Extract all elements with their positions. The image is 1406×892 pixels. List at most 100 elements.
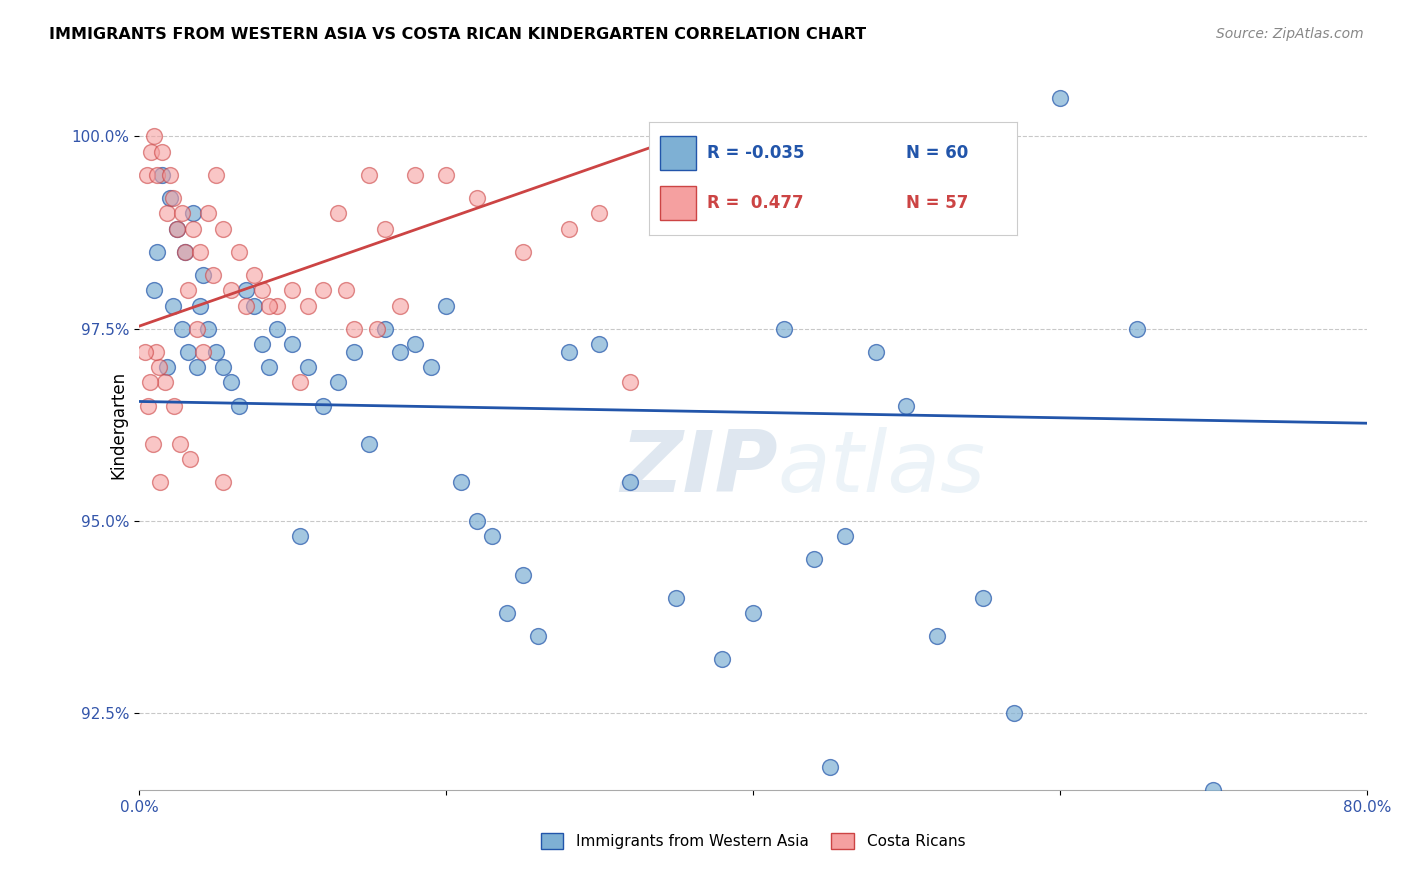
Point xyxy=(465,514,488,528)
Point xyxy=(228,244,250,259)
Point xyxy=(281,283,304,297)
Point xyxy=(235,283,257,297)
Point xyxy=(193,268,215,282)
Point xyxy=(512,567,534,582)
Point xyxy=(328,376,350,390)
Point xyxy=(266,321,288,335)
Point xyxy=(619,376,641,390)
Point xyxy=(141,145,163,159)
Point xyxy=(1049,91,1071,105)
Point xyxy=(465,191,488,205)
Point xyxy=(434,168,457,182)
Point xyxy=(149,475,172,490)
Point xyxy=(204,344,226,359)
Point xyxy=(170,206,193,220)
Y-axis label: Kindergarten: Kindergarten xyxy=(110,371,128,479)
Point xyxy=(243,268,266,282)
Point xyxy=(186,360,208,375)
Point xyxy=(388,299,411,313)
Point xyxy=(197,206,219,220)
Point xyxy=(343,344,366,359)
Point xyxy=(1002,706,1025,720)
Point xyxy=(312,399,335,413)
Point xyxy=(250,337,273,351)
Point xyxy=(219,376,242,390)
Point xyxy=(159,168,181,182)
Point xyxy=(665,591,688,605)
Point xyxy=(181,221,204,235)
Point xyxy=(1202,782,1225,797)
Point xyxy=(181,206,204,220)
Point xyxy=(925,629,948,643)
Point xyxy=(142,437,165,451)
Point xyxy=(146,168,169,182)
Point xyxy=(359,168,381,182)
Point xyxy=(166,221,188,235)
Legend: Immigrants from Western Asia, Costa Ricans: Immigrants from Western Asia, Costa Rica… xyxy=(534,827,972,855)
Point xyxy=(159,191,181,205)
Point xyxy=(177,283,200,297)
Point xyxy=(335,283,357,297)
Point xyxy=(259,299,281,313)
Point xyxy=(228,399,250,413)
Point xyxy=(145,344,167,359)
Point xyxy=(188,299,211,313)
Point xyxy=(366,321,388,335)
Point xyxy=(288,529,311,543)
Point xyxy=(772,321,794,335)
Point xyxy=(162,191,184,205)
Point xyxy=(174,244,197,259)
Point xyxy=(588,206,610,220)
Point xyxy=(388,344,411,359)
Point xyxy=(818,760,841,774)
Point xyxy=(1125,321,1147,335)
Point xyxy=(896,399,918,413)
Point xyxy=(166,221,188,235)
Point xyxy=(135,168,157,182)
Point xyxy=(177,344,200,359)
Point xyxy=(557,344,579,359)
Point xyxy=(212,475,235,490)
Point xyxy=(179,452,201,467)
Point xyxy=(134,344,156,359)
Point xyxy=(266,299,288,313)
Point xyxy=(235,299,257,313)
Point xyxy=(281,337,304,351)
Point xyxy=(174,244,197,259)
Point xyxy=(259,360,281,375)
Point xyxy=(865,344,887,359)
Point xyxy=(972,591,994,605)
Point xyxy=(188,244,211,259)
Point xyxy=(204,168,226,182)
Point xyxy=(404,168,426,182)
Point xyxy=(193,344,215,359)
Point xyxy=(150,168,173,182)
Text: ZIP: ZIP xyxy=(620,427,778,510)
Point xyxy=(834,529,856,543)
Point xyxy=(243,299,266,313)
Point xyxy=(711,652,734,666)
Point xyxy=(288,376,311,390)
Point xyxy=(186,321,208,335)
Point xyxy=(201,268,224,282)
Point xyxy=(155,360,177,375)
Point xyxy=(373,321,395,335)
Point xyxy=(219,283,242,297)
Point xyxy=(170,321,193,335)
Text: IMMIGRANTS FROM WESTERN ASIA VS COSTA RICAN KINDERGARTEN CORRELATION CHART: IMMIGRANTS FROM WESTERN ASIA VS COSTA RI… xyxy=(49,27,866,42)
Point xyxy=(136,399,159,413)
Point xyxy=(512,244,534,259)
Point xyxy=(138,376,160,390)
Point xyxy=(155,206,177,220)
Point xyxy=(481,529,503,543)
Point xyxy=(741,606,763,620)
Point xyxy=(312,283,335,297)
Text: Source: ZipAtlas.com: Source: ZipAtlas.com xyxy=(1216,27,1364,41)
Point xyxy=(162,299,184,313)
Point xyxy=(434,299,457,313)
Point xyxy=(588,337,610,351)
Point xyxy=(359,437,381,451)
Point xyxy=(169,437,191,451)
Text: atlas: atlas xyxy=(778,427,986,510)
Point xyxy=(557,221,579,235)
